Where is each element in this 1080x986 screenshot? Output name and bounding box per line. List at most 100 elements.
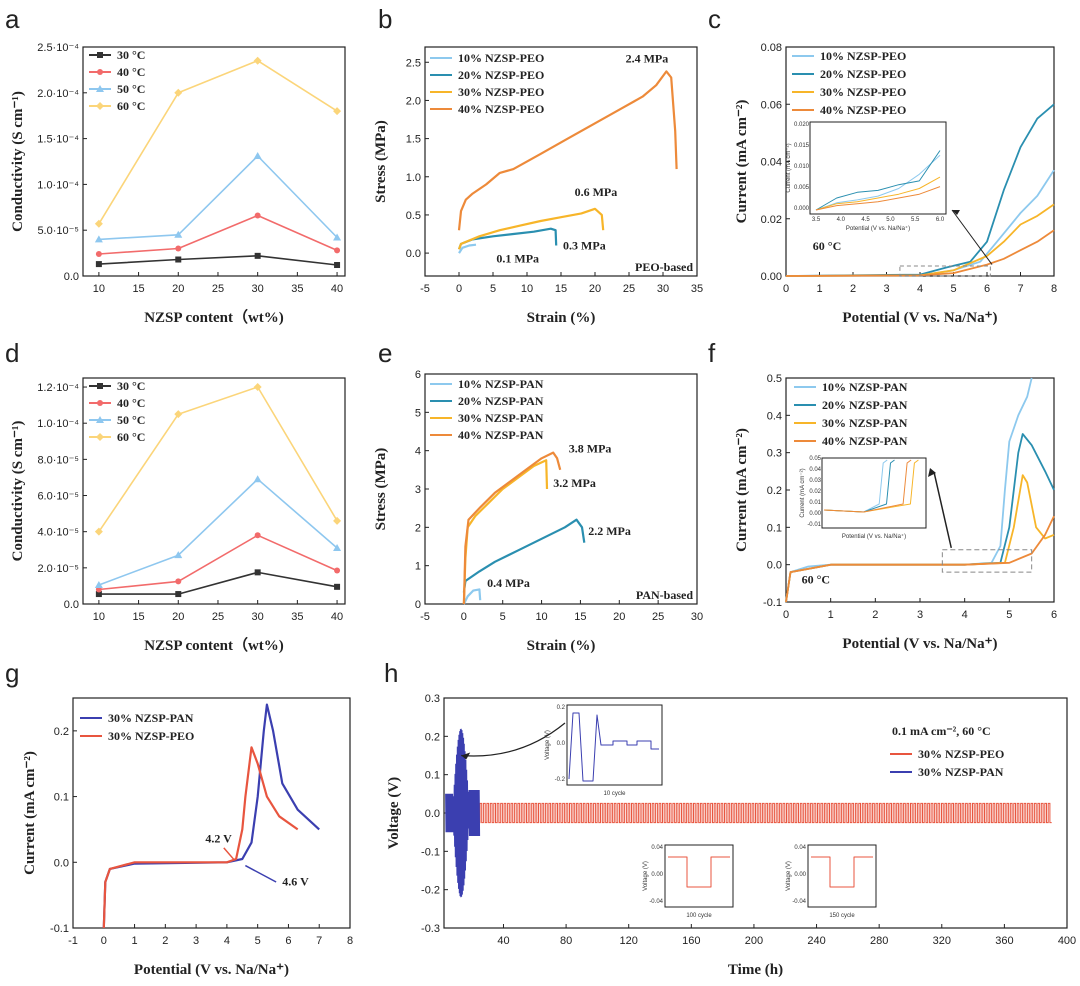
y-axis-label: Conductivity (S cm⁻¹): [10, 91, 26, 232]
panel-letter: h: [384, 658, 398, 688]
legend-label: 30 °C: [117, 48, 145, 62]
inset-line: [815, 154, 941, 211]
x-tick-label: 3: [883, 283, 889, 295]
inset-tick: 0.010: [794, 164, 810, 170]
data-point: [334, 583, 341, 590]
y-tick-label: 0.3: [425, 693, 440, 705]
panel-letter: d: [5, 338, 19, 368]
x-tick-label: 35: [691, 283, 703, 295]
data-point: [334, 247, 341, 254]
y-axis-label: Stress (MPa): [373, 448, 389, 531]
x-tick-label: 25: [212, 283, 224, 295]
annotation: 0.1 MPa: [496, 251, 539, 265]
y-tick-label: 0.1: [54, 792, 69, 804]
x-tick-label: 0: [783, 609, 789, 621]
data-point: [333, 543, 342, 551]
inset-ylabel: Voltage (V): [545, 730, 551, 760]
x-axis-label: Strain (%): [527, 638, 596, 654]
series-line: [462, 451, 562, 605]
legend-label: 50 °C: [117, 413, 145, 427]
inset-tick: 0.05: [809, 456, 821, 462]
panel-b: -5 0 5 10 15 20 25 30 35 0.0 0.5 1.0 1.5 2.0 2.5 Strain…: [373, 4, 703, 326]
x-tick-label: 320: [933, 935, 951, 947]
arrow-head: [952, 210, 960, 215]
legend-label: 40% NZSP-PAN: [822, 434, 908, 448]
y-tick-label: 0.0: [64, 599, 79, 611]
series-line: [98, 534, 338, 591]
x-axis-label: Potential (V vs. Na/Na⁺): [134, 962, 289, 978]
y-tick-label: 0.0: [64, 271, 79, 283]
legend-label: 10% NZSP-PEO: [458, 51, 544, 65]
annotation: 0.3 MPa: [563, 238, 606, 252]
y-tick-label: 6.0·10⁻⁵: [37, 491, 79, 503]
x-tick-label: -1: [68, 935, 78, 947]
panel-g: -1 0 1 2 3 4 5 6 7 8 -0.1 0.0 0.1 0.2 Potential (V vs.…: [5, 658, 353, 978]
series-line: [98, 214, 338, 255]
x-axis-label: Potential (V vs. Na/Na⁺): [842, 636, 997, 652]
inset-tick: 5.5: [911, 217, 920, 223]
y-tick-label: 2.0: [406, 95, 421, 107]
inset-ylabel: Voltage (V): [643, 861, 649, 891]
y-tick-label: 0.2: [425, 731, 440, 743]
y-tick-label: 0.5: [406, 210, 421, 222]
y-tick-label: 0.1: [767, 522, 782, 534]
panel-f: 0 1 2 3 4 5 6 -0.1 0.0 0.1 0.2 0.3 0.4 0.5 Potential (…: [708, 338, 1057, 652]
x-tick-label: 200: [745, 935, 763, 947]
x-tick-label: 2: [162, 935, 168, 947]
data-point: [94, 527, 103, 536]
x-tick-label: 0: [783, 283, 789, 295]
data-point: [94, 581, 103, 589]
inset-tick: 0.04: [794, 845, 806, 851]
inset-line: [568, 712, 659, 782]
panel-note: PEO-based: [635, 260, 693, 274]
series-line: [462, 518, 586, 593]
y-tick-label: 0.08: [761, 42, 782, 54]
inset-line: [815, 150, 941, 211]
legend-label: 40% NZSP-PAN: [458, 428, 544, 442]
x-tick-label: 1: [131, 935, 137, 947]
inset-frame: [821, 457, 927, 529]
plot-frame: [82, 377, 346, 605]
data-point: [97, 400, 103, 406]
data-point: [175, 245, 182, 252]
inset-tick: 0.005: [794, 185, 810, 191]
y-tick-label: 2: [415, 522, 421, 534]
legend-label: 40 °C: [117, 396, 145, 410]
data-point: [95, 591, 102, 598]
legend-label: 40% NZSP-PEO: [820, 103, 906, 117]
x-tick-label: 40: [497, 935, 509, 947]
y-tick-label: 0.0: [54, 857, 69, 869]
data-point: [96, 85, 104, 92]
data-point: [254, 212, 261, 219]
y-tick-label: 5: [415, 407, 421, 419]
x-tick-label: 5: [1006, 609, 1012, 621]
legend-label: 10% NZSP-PEO: [820, 49, 906, 63]
annotation: 60 °C: [813, 239, 841, 253]
x-tick-label: 20: [172, 611, 184, 623]
inset-tick: 0.04: [809, 467, 821, 473]
data-point: [254, 569, 261, 576]
inset-xlabel: Potential (V vs. Na/Na⁺): [846, 225, 910, 232]
y-tick-label: 0.00: [761, 271, 782, 283]
inset-tick: 0.02: [809, 489, 821, 495]
legend-label: 10% NZSP-PAN: [458, 377, 544, 391]
arrow: [223, 847, 236, 861]
legend-label: 30% NZSP-PEO: [820, 85, 906, 99]
x-tick-label: 0: [456, 283, 462, 295]
data-point: [95, 586, 102, 593]
y-tick-label: 0.5: [767, 373, 782, 385]
data-point: [253, 475, 262, 483]
annotation: 2.4 MPa: [626, 51, 669, 65]
inset-line: [823, 459, 912, 513]
y-tick-label: 1.2·10⁻⁴: [37, 382, 79, 394]
series-line: [98, 59, 338, 225]
x-tick-label: 35: [291, 283, 303, 295]
x-tick-label: 8: [1051, 283, 1057, 295]
data-point: [175, 591, 182, 598]
inset-line: [668, 856, 730, 888]
inset-tick: 3.5: [812, 217, 821, 223]
legend-label: 40 °C: [117, 65, 145, 79]
legend-label: 20% NZSP-PAN: [822, 398, 908, 412]
x-tick-label: 1: [828, 609, 834, 621]
y-tick-label: 1: [415, 561, 421, 573]
